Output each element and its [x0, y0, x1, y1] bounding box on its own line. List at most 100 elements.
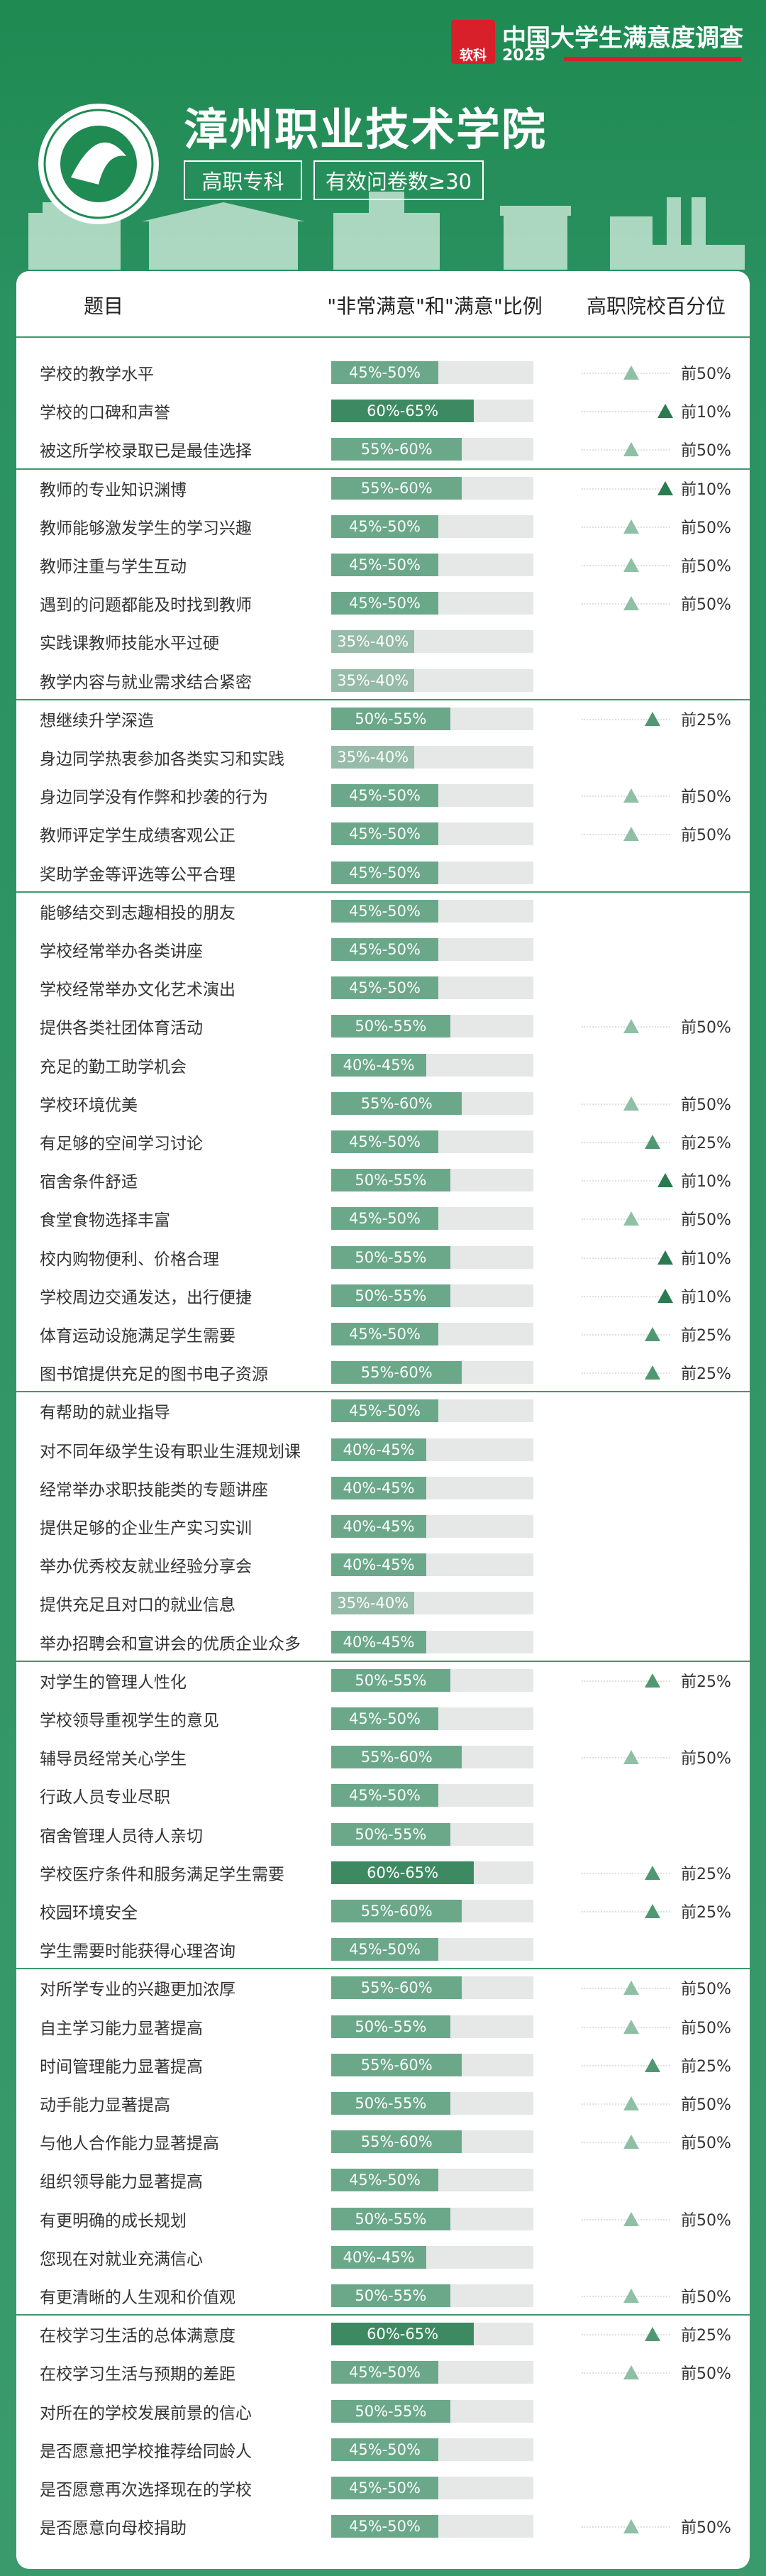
- row-item: 有更清晰的人生观和价值观: [40, 2289, 235, 2307]
- range-bar: 50%-55%: [331, 2284, 450, 2307]
- row-item: 自主学习能力显著提高: [40, 2019, 203, 2038]
- row-item: 校园环境安全: [40, 1904, 138, 1922]
- range-bar: 35%-40%: [331, 746, 415, 769]
- row-item: 与他人合作能力显著提高: [40, 2135, 219, 2154]
- percentile-label: 前25%: [681, 1673, 731, 1691]
- range-bar: 35%-40%: [331, 1592, 415, 1615]
- percentile-marker: [645, 1135, 660, 1149]
- range-bar: 60%-65%: [331, 400, 474, 423]
- range-bar: 60%-65%: [331, 2323, 474, 2346]
- range-bar: 40%-45%: [331, 1630, 427, 1653]
- percentile-label: 前50%: [681, 2096, 731, 2114]
- row-item: 身边同学热衷参加各类实习和实践: [40, 750, 284, 769]
- range-bar: 45%-50%: [331, 1323, 438, 1345]
- range-bar: 50%-55%: [331, 1668, 450, 1692]
- range-bar: 40%-45%: [331, 1476, 427, 1499]
- row-item: 对所学专业的兴趣更加浓厚: [40, 1981, 235, 2000]
- row-item: 宿舍条件舒适: [40, 1173, 138, 1192]
- dotted-guide: [582, 411, 670, 413]
- dotted-guide: [582, 488, 670, 490]
- row-item: 是否愿意把学校推荐给同龄人: [40, 2442, 252, 2461]
- percentile-marker: [645, 1673, 660, 1688]
- range-bar: 55%-60%: [331, 1746, 462, 1769]
- range-bar: 50%-55%: [331, 1169, 450, 1192]
- percentile-marker: [657, 404, 673, 419]
- percentile-marker: [645, 1327, 660, 1341]
- percentile-marker: [623, 2289, 639, 2303]
- percentile-marker: [623, 365, 639, 380]
- range-bar: 45%-50%: [331, 2361, 438, 2384]
- percentile-marker: [623, 1981, 639, 1996]
- row-item: 时间管理能力显著提高: [40, 2057, 203, 2076]
- row-item: 有更明确的成长规划: [40, 2211, 187, 2230]
- row-item: 对不同年级学生设有职业生涯规划课: [40, 1442, 301, 1461]
- percentile-label: 前10%: [681, 404, 731, 422]
- row-item: 行政人员专业尽职: [40, 1788, 170, 1807]
- range-bar: 45%-50%: [331, 1938, 438, 1961]
- percentile-marker: [623, 827, 639, 842]
- percentile-marker: [645, 1365, 660, 1380]
- range-bar: 55%-60%: [331, 1091, 462, 1115]
- brand-underline: [564, 57, 741, 61]
- percentile-marker: [623, 1750, 639, 1765]
- header-divider: [16, 336, 750, 338]
- range-bar: 45%-50%: [331, 1784, 438, 1807]
- range-bar: 50%-55%: [331, 707, 450, 730]
- row-item: 有帮助的就业指导: [40, 1404, 170, 1423]
- percentile-marker: [623, 1211, 639, 1226]
- range-bar: 50%-55%: [331, 2092, 450, 2115]
- dotted-guide: [582, 1872, 670, 1874]
- school-title: 漳州职业技术学院: [184, 104, 548, 155]
- row-item: 学校环境优美: [40, 1096, 138, 1115]
- row-item: 学校周边交通发达，出行便捷: [40, 1288, 252, 1307]
- percentile-marker: [657, 1173, 673, 1188]
- percentile-label: 前25%: [681, 1135, 731, 1152]
- range-bar: 50%-55%: [331, 2399, 450, 2423]
- column-header: 高职院校百分位: [586, 295, 726, 318]
- range-bar: 45%-50%: [331, 1707, 438, 1730]
- range-bar: 45%-50%: [331, 2515, 438, 2538]
- range-bar: 55%-60%: [331, 438, 462, 461]
- dotted-guide: [582, 1911, 670, 1912]
- percentile-label: 前50%: [681, 2019, 731, 2037]
- range-bar: 50%-55%: [331, 1284, 450, 1307]
- percentile-marker: [623, 2096, 639, 2110]
- row-item: 身边同学没有作弊和抄袭的行为: [40, 788, 268, 808]
- row-item: 辅导员经常关心学生: [40, 1750, 187, 1769]
- range-bar: 45%-50%: [331, 822, 438, 846]
- row-item: 举办优秀校友就业经验分享会: [40, 1558, 252, 1577]
- group-divider: [16, 891, 750, 893]
- percentile-label: 前50%: [681, 1096, 731, 1114]
- percentile-label: 前50%: [681, 1750, 731, 1768]
- row-item: 提供充足且对口的就业信息: [40, 1596, 235, 1615]
- percentile-marker: [645, 1904, 660, 1918]
- row-item: 实践课教师技能水平过硬: [40, 634, 219, 654]
- row-item: 教师评定学生成绩客观公正: [40, 827, 235, 846]
- percentile-label: 前50%: [681, 788, 731, 807]
- range-bar: 45%-50%: [331, 361, 438, 384]
- percentile-marker: [657, 1250, 673, 1265]
- column-header: 题目: [83, 295, 124, 318]
- range-bar: 45%-50%: [331, 938, 438, 961]
- column-header: "非常满意"和"满意"比例: [327, 295, 543, 318]
- row-item: 您现在对就业充满信心: [40, 2250, 203, 2269]
- row-item: 组织领导能力显著提高: [40, 2173, 203, 2192]
- range-bar: 35%-40%: [331, 668, 415, 692]
- percentile-marker: [623, 2211, 639, 2226]
- range-bar: 55%-60%: [331, 476, 462, 500]
- row-item: 学校领导重视学生的意见: [40, 1712, 219, 1730]
- percentile-marker: [623, 442, 639, 457]
- row-item: 在校学习生活与预期的差距: [40, 2365, 235, 2384]
- range-bar: 55%-60%: [331, 1976, 462, 2000]
- group-divider: [16, 1391, 750, 1393]
- percentile-marker: [645, 711, 660, 726]
- percentile-marker: [623, 2019, 639, 2034]
- range-bar: 45%-50%: [331, 554, 438, 576]
- tag: 有效问卷数≥30: [313, 160, 484, 200]
- row-item: 学校经常举办各类讲座: [40, 942, 203, 961]
- row-item: 学校的口碑和声誉: [40, 404, 170, 423]
- percentile-label: 前50%: [681, 2135, 731, 2153]
- dotted-guide: [582, 1372, 670, 1375]
- range-bar: 45%-50%: [331, 1130, 438, 1153]
